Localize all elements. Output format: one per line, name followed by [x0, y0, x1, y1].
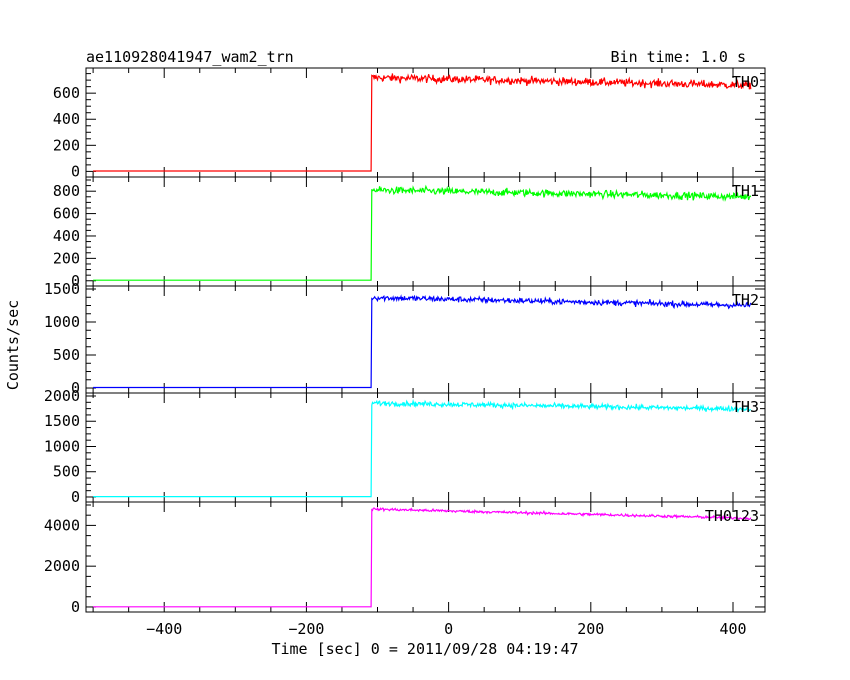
y-tick-label: 600	[53, 205, 80, 223]
y-tick-label: 0	[71, 379, 80, 397]
panel-frame	[85, 501, 766, 613]
y-tick-label: 0	[71, 162, 80, 180]
y-tick-label: 200	[53, 249, 80, 267]
series-line-th2	[93, 294, 752, 389]
series-label: TH2	[732, 291, 759, 309]
y-tick-label: 0	[71, 598, 80, 616]
y-tick-label: 400	[53, 227, 80, 245]
series-label: TH1	[732, 182, 759, 200]
panel-th0: 0 200 400 600 TH0	[53, 67, 766, 180]
y-tick-label: 1500	[44, 412, 80, 430]
y-tick-label: 0	[71, 488, 80, 506]
panels: 0 200 400 600 TH0 0 200 400 600 800 TH1 0 500 1000 150…	[44, 67, 766, 638]
y-tick-label: 1000	[44, 313, 80, 331]
series-line-th3	[93, 398, 752, 498]
panel-frame	[85, 176, 766, 287]
y-tick-label: 2000	[44, 387, 80, 405]
x-tick-label: 0	[444, 620, 453, 638]
chart-title-left: ae110928041947_wam2_trn	[86, 48, 294, 66]
series-line-th0	[93, 73, 752, 172]
x-tick-label: 200	[577, 620, 604, 638]
series-line-th1	[93, 184, 752, 281]
y-tick-label: 2000	[44, 557, 80, 575]
panel-th2: 0 500 1000 1500 TH2	[44, 280, 766, 397]
series-label: TH3	[732, 398, 759, 416]
x-tick-label: −200	[288, 620, 324, 638]
series-line-th0123	[93, 506, 752, 608]
y-axis-label: Counts/sec	[4, 300, 22, 390]
y-tick-label: 4000	[44, 516, 80, 534]
y-tick-label: 800	[53, 182, 80, 200]
series-label: TH0	[732, 73, 759, 91]
panel-frame	[85, 392, 766, 503]
y-tick-label: 200	[53, 136, 80, 154]
y-tick-label: 500	[53, 346, 80, 364]
y-tick-label: 1000	[44, 437, 80, 455]
y-tick-label: 600	[53, 84, 80, 102]
y-tick-label: 400	[53, 110, 80, 128]
x-tick-label: 400	[719, 620, 746, 638]
panel-frame	[85, 285, 766, 394]
panel-th1: 0 200 400 600 800 TH1	[53, 176, 766, 290]
x-axis-label: Time [sec] 0 = 2011/09/28 04:19:47	[271, 640, 578, 658]
y-tick-label: 1500	[44, 280, 80, 298]
y-tick-label: 0	[71, 272, 80, 290]
panel-th3: 0 500 1000 1500 2000 TH3	[44, 387, 766, 506]
y-tick-label: 500	[53, 463, 80, 481]
panel-th0123: 0 2000 4000 TH0123 −400 −200 0 200 400	[44, 501, 766, 638]
x-tick-label: −400	[146, 620, 182, 638]
chart-title-right: Bin time: 1.0 s	[611, 48, 746, 66]
series-label: TH0123	[705, 507, 759, 525]
